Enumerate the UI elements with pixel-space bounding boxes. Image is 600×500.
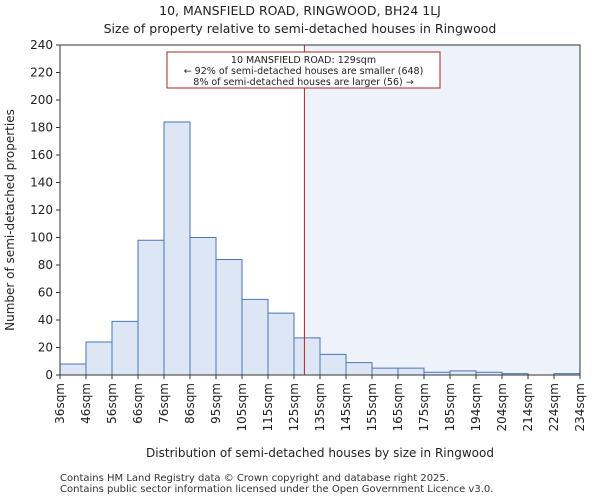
footer-licence: Contains public sector information licen…: [60, 484, 494, 495]
x-tick-label: 125sqm: [287, 383, 301, 431]
x-tick-label: 204sqm: [495, 383, 509, 431]
histogram-bar: [449, 370, 477, 376]
histogram-bar: [163, 121, 191, 376]
histogram-bar: [267, 312, 295, 376]
y-tick-label: 180: [30, 121, 53, 135]
x-tick-label: 175sqm: [417, 383, 431, 431]
histogram-bar: [189, 237, 217, 376]
y-tick-label: 240: [30, 38, 53, 52]
y-tick-label: 60: [38, 286, 53, 300]
x-tick-label: 105sqm: [235, 383, 249, 431]
x-tick-label: 194sqm: [469, 383, 483, 431]
y-tick-label: 140: [30, 176, 53, 190]
x-tick-label: 95sqm: [209, 383, 223, 424]
histogram-bar: [215, 259, 243, 376]
histogram-bar: [59, 363, 87, 376]
x-tick-label: 234sqm: [573, 383, 587, 431]
y-tick-label: 100: [30, 231, 53, 245]
x-tick-label: 66sqm: [131, 383, 145, 424]
histogram-bar: [85, 341, 113, 376]
y-tick-label: 160: [30, 148, 53, 162]
y-tick-label: 40: [38, 313, 53, 327]
highlight-region: [304, 45, 580, 375]
x-tick-label: 165sqm: [391, 383, 405, 431]
x-tick-label: 214sqm: [521, 383, 535, 431]
histogram-bar: [137, 239, 165, 376]
x-tick-label: 56sqm: [105, 383, 119, 424]
y-tick-label: 220: [30, 66, 53, 80]
y-axis-label: Number of semi-detached properties: [3, 109, 17, 331]
histogram-bar: [345, 362, 373, 376]
annotation-line-2: ← 92% of semi-detached houses are smalle…: [184, 66, 424, 77]
x-tick-label: 135sqm: [313, 383, 327, 431]
footer-copyright: Contains HM Land Registry data © Crown c…: [60, 473, 449, 484]
histogram-bar: [371, 367, 399, 376]
x-tick-label: 185sqm: [443, 383, 457, 431]
annotation-box: [166, 51, 441, 89]
y-tick-label: 80: [38, 258, 53, 272]
x-tick-label: 46sqm: [79, 383, 93, 424]
x-tick-label: 145sqm: [339, 383, 353, 431]
x-axis-label: Distribution of semi-detached houses by …: [146, 446, 494, 460]
x-tick-label: 155sqm: [365, 383, 379, 431]
x-tick-label: 115sqm: [261, 383, 275, 431]
y-tick-label: 20: [38, 341, 53, 355]
histogram-bar: [293, 337, 321, 376]
histogram-bar: [111, 320, 139, 376]
y-tick-label: 120: [30, 203, 53, 217]
chart-title: 10, MANSFIELD ROAD, RINGWOOD, BH24 1LJ: [159, 3, 441, 18]
annotation-line-3: 8% of semi-detached houses are larger (5…: [193, 77, 413, 88]
y-tick-label: 200: [30, 93, 53, 107]
x-tick-label: 224sqm: [547, 383, 561, 431]
x-tick-label: 36sqm: [53, 383, 67, 424]
histogram-bar: [241, 298, 269, 376]
annotation-line-1: 10 MANSFIELD ROAD: 129sqm: [231, 55, 376, 66]
chart-subtitle: Size of property relative to semi-detach…: [103, 21, 497, 36]
x-tick-label: 86sqm: [183, 383, 197, 424]
x-tick-label: 76sqm: [157, 383, 171, 424]
histogram-bar: [397, 367, 425, 376]
histogram-bar: [319, 353, 347, 376]
y-tick-label: 0: [45, 368, 53, 382]
